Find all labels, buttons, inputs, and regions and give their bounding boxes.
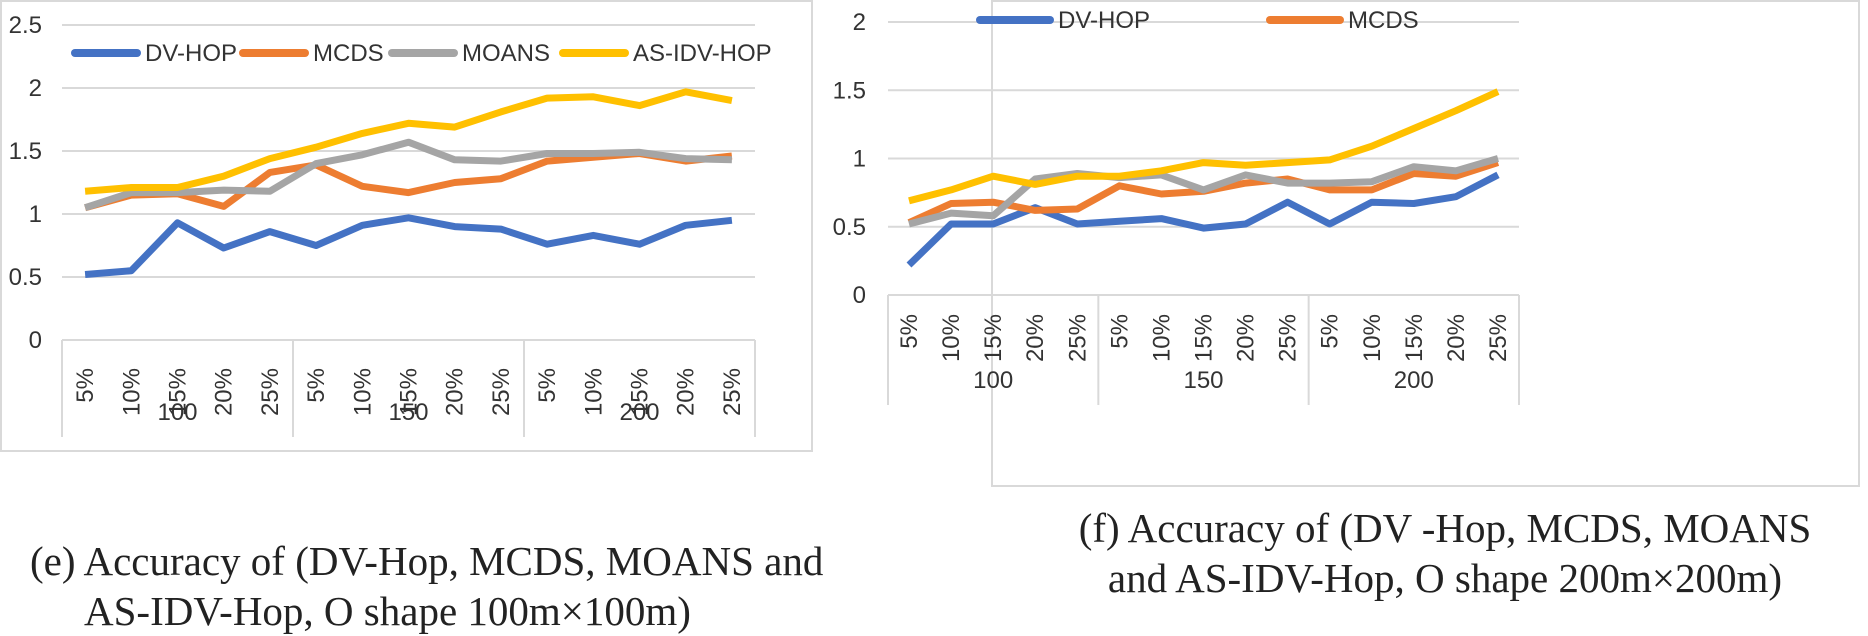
chart-f-y-tick-label: 1.5	[833, 77, 866, 104]
chart-e-x-tick-label: 5%	[303, 368, 330, 403]
chart-e-y-tick-label: 2.5	[9, 12, 42, 39]
chart-f-y-tick-label: 1	[853, 146, 866, 173]
chart-f-frame	[992, 1, 1859, 486]
chart-e-x-tick-label: 25%	[257, 368, 284, 416]
chart-f-x-tick-label: 25%	[1485, 314, 1512, 362]
chart-e-x-tick-label: 20%	[211, 368, 238, 416]
chart-f-y-tick-label: 0.5	[833, 214, 866, 241]
chart-f-y-tick-label: 2	[853, 9, 866, 36]
chart-f-caption: (f) Accuracy of (DV -Hop, MCDS, MOANS an…	[1030, 503, 1860, 603]
chart-e-y-tick-label: 0.5	[9, 264, 42, 291]
chart-e-legend-label: MOANS	[462, 40, 550, 67]
chart-e-x-tick-label: 10%	[580, 368, 607, 416]
chart-e-legend-label: AS-IDV-HOP	[633, 40, 772, 67]
chart-f-x-tick-label: 15%	[1401, 314, 1428, 362]
chart-f: 00.511.52 5%10%15%20%25%5%10%15%20%25%5%…	[833, 1, 1859, 486]
chart-e-y-tick-label: 1	[29, 201, 42, 228]
chart-e-x-tick-label: 5%	[534, 368, 561, 403]
chart-f-y-ticks: 0 0.5 1 1.5 2	[833, 9, 866, 309]
chart-e-legend-label: DV-HOP	[145, 40, 237, 67]
chart-f-x-ticks: 5% 10% 15% 20% 25% 5% 10% 15% 20% 25% 5% 10% 15% 20% 2…	[896, 314, 1512, 362]
chart-f-x-tick-label: 10%	[938, 314, 965, 362]
chart-e-group-label: 200	[619, 399, 659, 426]
chart-e-caption-line-2: AS-IDV-Hop, O shape 100m×100m)	[22, 586, 972, 636]
chart-e-y-tick-label: 2	[29, 75, 42, 102]
chart-f-x-tick-label: 20%	[1233, 314, 1260, 362]
chart-f-y-tick-label: 0	[853, 282, 866, 309]
chart-e-y-tick-label: 0	[29, 327, 42, 354]
chart-e-group-label: 100	[157, 399, 197, 426]
chart-f-x-tick-label: 10%	[1148, 314, 1175, 362]
chart-f-x-tick-label: 5%	[896, 314, 923, 349]
chart-e-x-tick-label: 25%	[488, 368, 515, 416]
chart-e-caption-line-1: (e) Accuracy of (DV-Hop, MCDS, MOANS and	[22, 536, 972, 586]
chart-e-x-tick-label: 10%	[118, 368, 145, 416]
chart-f-caption-line-2: and AS-IDV-Hop, O shape 200m×200m)	[1030, 553, 1860, 603]
chart-e-legend-label: MCDS	[313, 40, 384, 67]
chart-e-x-tick-label: 5%	[72, 368, 99, 403]
chart-f-x-tick-label: 15%	[980, 314, 1007, 362]
chart-f-x-tick-label: 10%	[1359, 314, 1386, 362]
chart-f-legend-label: MCDS	[1348, 7, 1419, 34]
chart-f-x-tick-label: 20%	[1443, 314, 1470, 362]
chart-e: 00.511.522.5 5%10%15%20%25%5%10%15%20%25…	[1, 1, 812, 451]
chart-e-x-tick-label: 20%	[442, 368, 469, 416]
chart-f-legend-label: DV-HOP	[1058, 7, 1150, 34]
chart-e-x-tick-label: 10%	[349, 368, 376, 416]
chart-f-x-tick-label: 25%	[1275, 314, 1302, 362]
chart-f-group-label: 200	[1394, 367, 1434, 394]
chart-e-x-tick-label: 20%	[673, 368, 700, 416]
chart-e-group-label: 150	[388, 399, 428, 426]
chart-f-x-tick-label: 15%	[1191, 314, 1218, 362]
chart-f-group-label: 100	[973, 367, 1013, 394]
chart-e-x-tick-label: 25%	[719, 368, 746, 416]
chart-e-y-tick-label: 1.5	[9, 138, 42, 165]
chart-f-group-label: 150	[1183, 367, 1223, 394]
chart-f-caption-line-1: (f) Accuracy of (DV -Hop, MCDS, MOANS	[1030, 503, 1860, 553]
chart-f-x-tick-label: 20%	[1022, 314, 1049, 362]
chart-e-caption: (e) Accuracy of (DV-Hop, MCDS, MOANS and…	[22, 536, 972, 636]
chart-f-x-tick-label: 5%	[1106, 314, 1133, 349]
chart-f-x-tick-label: 5%	[1317, 314, 1344, 349]
chart-f-x-tick-label: 25%	[1064, 314, 1091, 362]
